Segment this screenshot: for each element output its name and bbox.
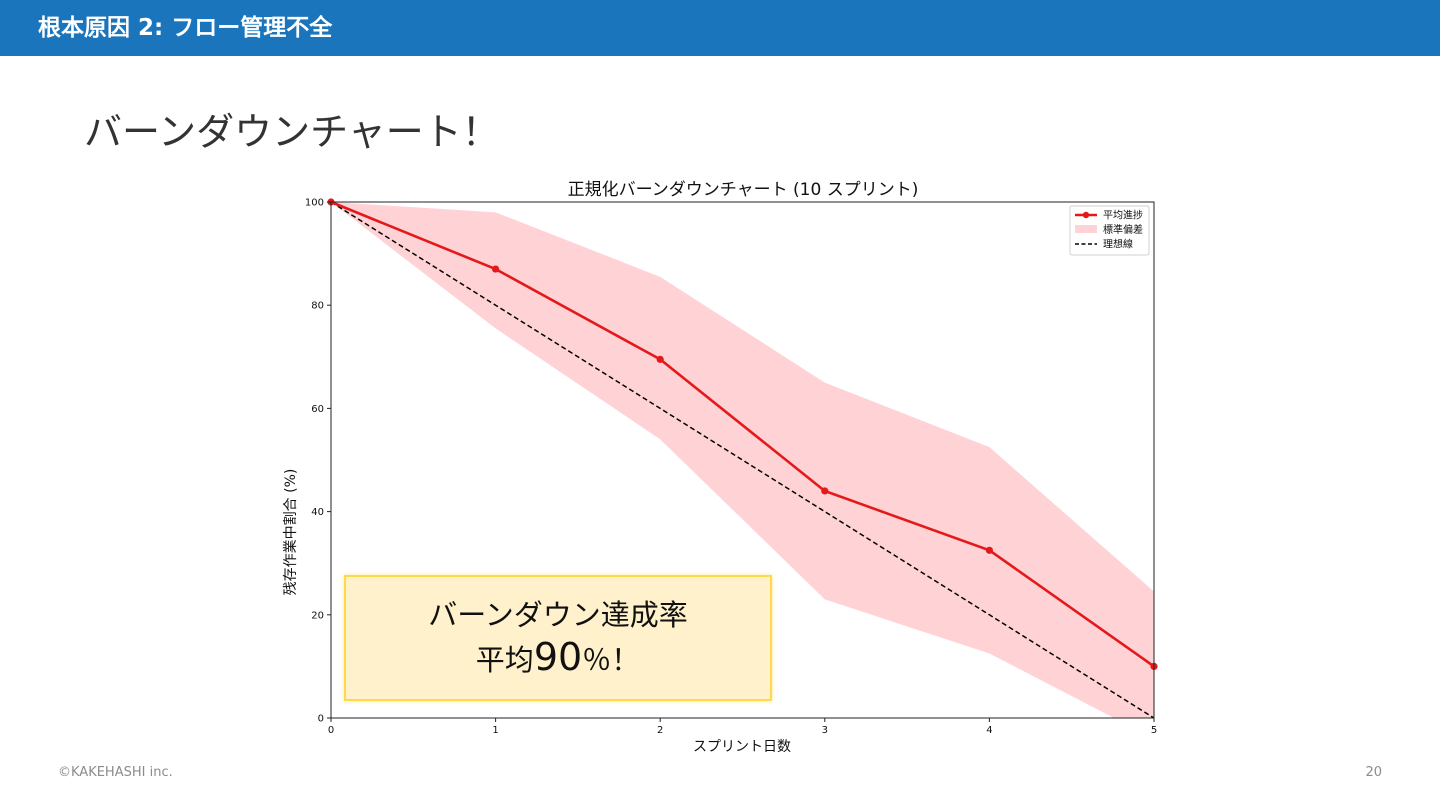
legend-average-marker (1082, 211, 1090, 219)
callout-prefix: 平均 (475, 642, 534, 677)
x-tick-label: 1 (492, 725, 498, 736)
average-line (330, 200, 1155, 668)
achievement-callout: バーンダウン達成率 平均90％！ (344, 575, 772, 701)
legend-band-label: 標準偏差 (1103, 223, 1143, 236)
axes-layer: 0 1 2 3 4 5 0 20 40 60 80 100 (305, 198, 1157, 737)
callout-value: 90 (533, 634, 583, 679)
y-tick-label: 60 (311, 404, 324, 415)
slide-heading: バーンダウンチャート！ (84, 110, 500, 154)
y-tick-label: 0 (318, 714, 324, 725)
average-point (492, 265, 500, 273)
footer-copyright: ©KAKEHASHI inc. (58, 765, 173, 780)
x-tick-label: 4 (986, 725, 992, 736)
plot-frame (330, 201, 1155, 719)
average-point (656, 355, 664, 363)
ideal-line-layer (330, 201, 1155, 719)
legend-ideal-label: 理想線 (1103, 238, 1133, 251)
x-tick-label: 0 (328, 725, 334, 736)
header-bar: 根本原因 2: フロー管理不全 (0, 0, 1440, 56)
y-tick-label: 40 (311, 507, 324, 518)
y-tick-label: 20 (311, 610, 324, 621)
y-tick-label: 80 (311, 301, 324, 312)
legend-band-swatch (1075, 225, 1097, 233)
header-title: 根本原因 2: フロー管理不全 (38, 15, 333, 41)
x-tick-label: 5 (1151, 725, 1157, 736)
average-point (821, 487, 829, 495)
callout-suffix: ％！ (582, 642, 641, 677)
callout-line1: バーンダウン達成率 (428, 597, 688, 632)
average-line-layer (327, 198, 1158, 670)
chart-title: 正規化バーンダウンチャート (10 スプリント) (568, 180, 919, 200)
x-axis-label: スプリント日数 (693, 739, 791, 755)
x-tick-label: 2 (657, 725, 663, 736)
ideal-line (330, 201, 1155, 719)
burndown-chart: 正規化バーンダウンチャート (10 スプリント) 0 1 2 3 4 5 0 20 40 60 80… (282, 180, 1158, 755)
legend-average-label: 平均進捗 (1103, 209, 1143, 222)
average-point (985, 546, 994, 554)
page-number: 20 (1365, 765, 1382, 780)
y-tick-label: 100 (305, 198, 324, 209)
y-axis-label: 残存作業中割合 (%) (282, 469, 299, 596)
legend-box (1069, 205, 1150, 256)
x-tick-label: 3 (822, 725, 828, 736)
callout-line2: 平均90％！ (476, 635, 640, 682)
